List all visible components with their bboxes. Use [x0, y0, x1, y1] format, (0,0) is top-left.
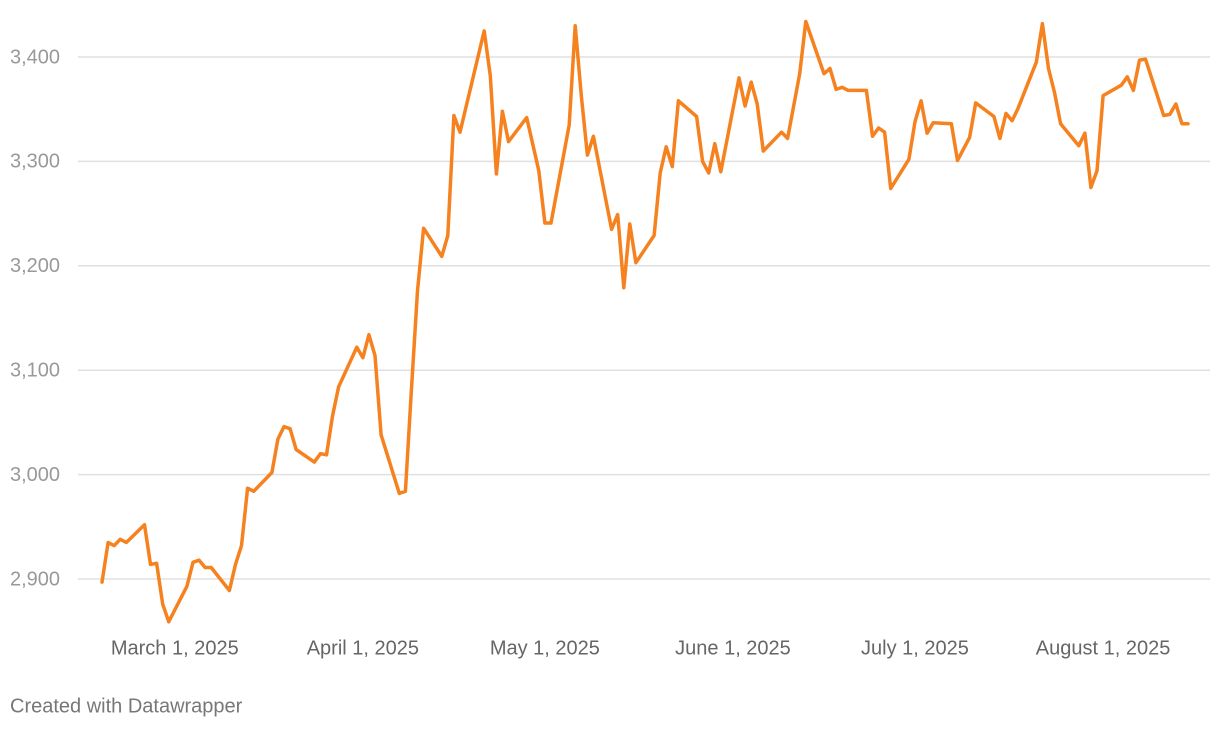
x-tick-label: June 1, 2025 [675, 637, 791, 659]
y-tick-label: 3,300 [10, 151, 60, 173]
y-tick-label: 3,200 [10, 255, 60, 277]
x-tick-label: May 1, 2025 [490, 637, 600, 659]
y-tick-label: 3,400 [10, 46, 60, 68]
credit: Created with Datawrapper [10, 695, 243, 717]
y-tick-label: 2,900 [10, 568, 60, 590]
x-tick-label: April 1, 2025 [307, 637, 419, 659]
y-tick-label: 3,100 [10, 359, 60, 381]
price-line [100, 19, 1190, 624]
y-tick-label: 3,000 [10, 464, 60, 486]
x-tick-label: July 1, 2025 [861, 637, 969, 659]
x-tick-label: August 1, 2025 [1036, 637, 1171, 659]
x-tick-label: March 1, 2025 [111, 637, 239, 659]
